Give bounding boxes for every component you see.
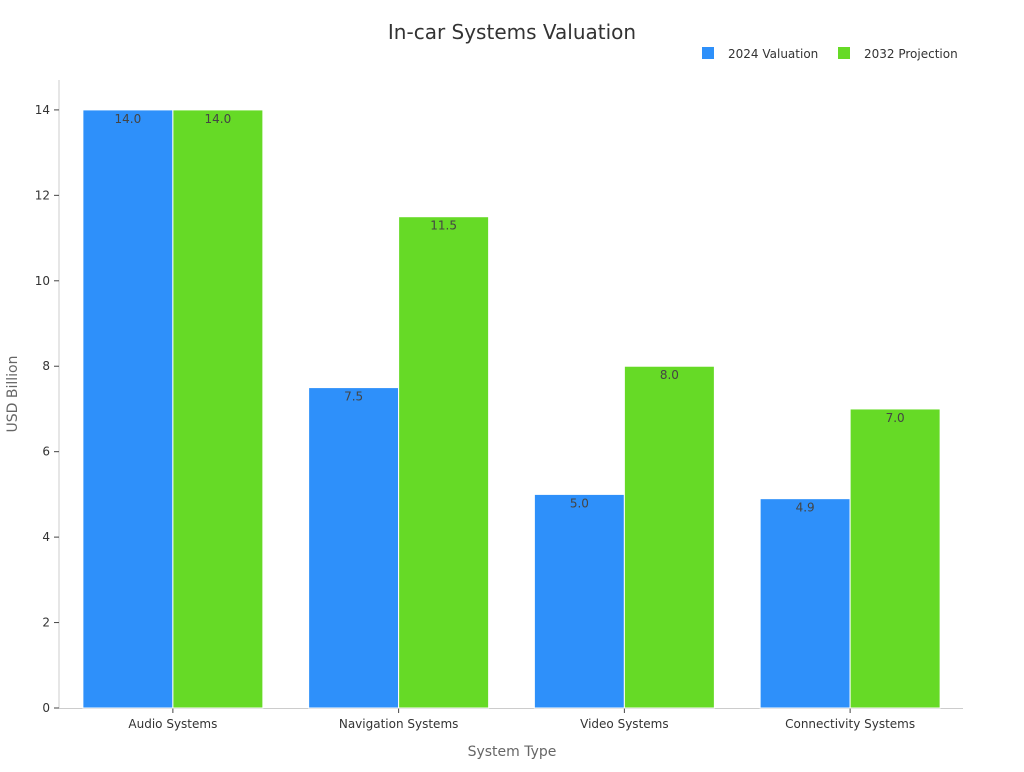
bar-2032-projection-video-systems xyxy=(623,365,715,709)
legend-label-2024-valuation: 2024 Valuation xyxy=(728,47,818,61)
bar-2024-valuation-video-systems xyxy=(533,493,625,709)
x-tick-label: Connectivity Systems xyxy=(785,717,915,731)
bar-value-label: 14.0 xyxy=(205,112,232,126)
y-tick-label: 8 xyxy=(42,359,50,373)
y-tick-label: 6 xyxy=(42,445,50,459)
bar-2024-valuation-audio-systems xyxy=(82,109,174,709)
x-axis-title: System Type xyxy=(468,744,557,760)
bar-2032-projection-connectivity-systems xyxy=(849,408,941,709)
bar-2024-valuation-navigation-systems xyxy=(308,387,400,709)
y-tick-label: 10 xyxy=(35,274,50,288)
bar-value-label: 8.0 xyxy=(660,368,679,382)
y-axis: 0 2 4 6 8 10 12 14 xyxy=(35,80,60,715)
x-axis: Audio Systems Navigation Systems Video Sys… xyxy=(59,708,963,731)
y-tick-label: 4 xyxy=(42,530,50,544)
bar-2032-projection-audio-systems xyxy=(172,109,264,709)
bar-value-label: 14.0 xyxy=(115,112,142,126)
y-tick-label: 2 xyxy=(42,616,50,630)
bar-labels: 14.0 14.0 7.5 11.5 5.0 8.0 4.9 7.0 xyxy=(115,112,905,515)
x-tick-label: Audio Systems xyxy=(128,717,217,731)
bar-2032-projection-navigation-systems xyxy=(398,216,490,709)
bar-value-label: 5.0 xyxy=(570,496,589,510)
bar-value-label: 4.9 xyxy=(796,501,815,515)
y-tick-label: 12 xyxy=(35,188,50,202)
legend-item-2024-valuation: 2024 Valuation xyxy=(702,47,818,61)
bar-value-label: 11.5 xyxy=(430,219,457,233)
y-axis-title: USD Billion xyxy=(5,356,21,433)
bar-2024-valuation-connectivity-systems xyxy=(759,498,851,709)
y-tick-label: 14 xyxy=(35,103,50,117)
x-tick-label: Video Systems xyxy=(580,717,668,731)
bars xyxy=(82,109,941,709)
legend-swatch-2032-projection xyxy=(838,47,850,59)
legend-label-2032-projection: 2032 Projection xyxy=(864,47,958,61)
x-tick-label: Navigation Systems xyxy=(339,717,459,731)
chart-title: In-car Systems Valuation xyxy=(388,20,636,44)
bar-value-label: 7.5 xyxy=(344,390,363,404)
legend-swatch-2024-valuation xyxy=(702,47,714,59)
legend: 2024 Valuation 2032 Projection xyxy=(702,47,958,61)
y-tick-label: 0 xyxy=(42,701,50,715)
legend-item-2032-projection: 2032 Projection xyxy=(838,47,958,61)
bar-value-label: 7.0 xyxy=(886,411,905,425)
